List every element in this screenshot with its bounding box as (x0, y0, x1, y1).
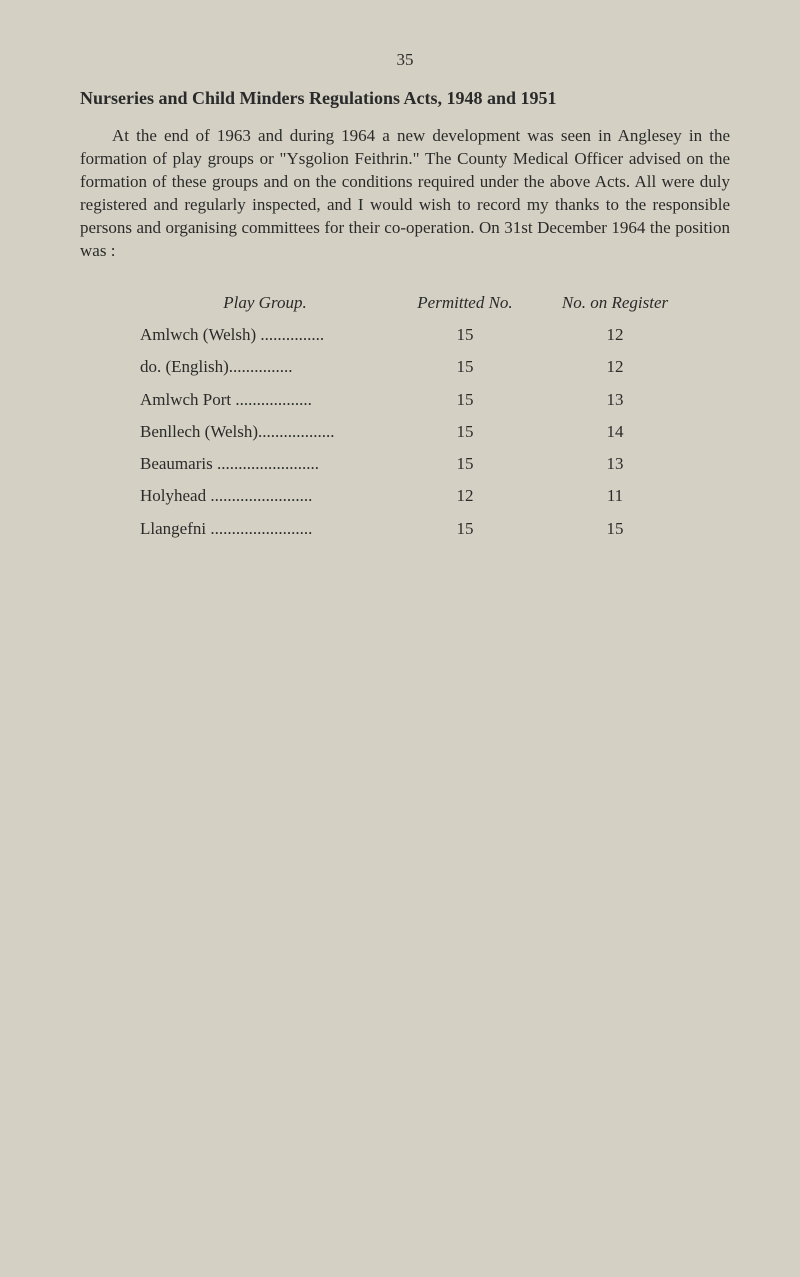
cell-permitted: 15 (390, 384, 540, 416)
header-register: No. on Register (540, 287, 690, 319)
cell-register: 12 (540, 319, 690, 351)
cell-register: 11 (540, 480, 690, 512)
cell-permitted: 15 (390, 319, 540, 351)
header-permitted: Permitted No. (390, 287, 540, 319)
cell-name: do. (English)............... (140, 351, 390, 383)
page-number: 35 (80, 50, 730, 70)
cell-name: Benllech (Welsh).................. (140, 416, 390, 448)
cell-register: 12 (540, 351, 690, 383)
header-play-group: Play Group. (140, 287, 390, 319)
cell-register: 14 (540, 416, 690, 448)
cell-register: 13 (540, 384, 690, 416)
cell-permitted: 15 (390, 351, 540, 383)
play-group-table: Play Group. Permitted No. No. on Registe… (140, 287, 690, 545)
document-page: 35 Nurseries and Child Minders Regulatio… (0, 0, 800, 595)
table-row: Amlwch Port .................. 15 13 (140, 384, 690, 416)
cell-name: Amlwch Port .................. (140, 384, 390, 416)
cell-permitted: 15 (390, 416, 540, 448)
cell-name: Beaumaris ........................ (140, 448, 390, 480)
cell-name: Llangefni ........................ (140, 513, 390, 545)
table-header-row: Play Group. Permitted No. No. on Registe… (140, 287, 690, 319)
table-row: Beaumaris ........................ 15 13 (140, 448, 690, 480)
cell-permitted: 12 (390, 480, 540, 512)
cell-name: Holyhead ........................ (140, 480, 390, 512)
body-paragraph: At the end of 1963 and during 1964 a new… (80, 125, 730, 263)
cell-register: 15 (540, 513, 690, 545)
section-heading: Nurseries and Child Minders Regulations … (80, 88, 730, 109)
table-row: Llangefni ........................ 15 15 (140, 513, 690, 545)
table-row: Holyhead ........................ 12 11 (140, 480, 690, 512)
table-row: Amlwch (Welsh) ............... 15 12 (140, 319, 690, 351)
cell-register: 13 (540, 448, 690, 480)
table-row: Benllech (Welsh).................. 15 14 (140, 416, 690, 448)
cell-permitted: 15 (390, 448, 540, 480)
cell-permitted: 15 (390, 513, 540, 545)
cell-name: Amlwch (Welsh) ............... (140, 319, 390, 351)
table-row: do. (English)............... 15 12 (140, 351, 690, 383)
